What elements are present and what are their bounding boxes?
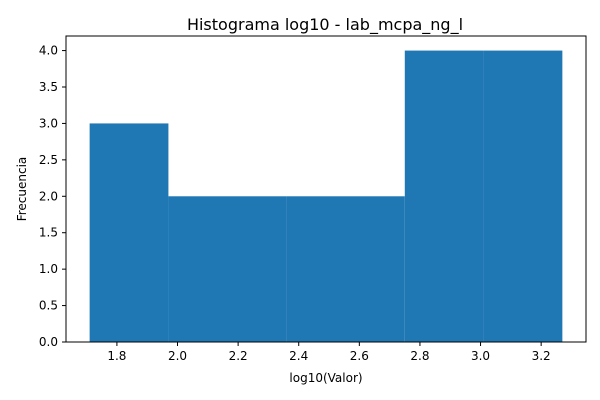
x-tick-label: 2.6	[350, 349, 369, 363]
plot-frame	[65, 35, 587, 343]
x-tick-label: 3.0	[471, 349, 490, 363]
y-tick-label: 3.0	[39, 116, 58, 130]
y-tick-label: 2.5	[39, 153, 58, 167]
histogram-bar-5	[483, 50, 563, 342]
x-axis-ticks: 1.8 2.0 2.2 2.4 2.6 2.8 3.0 3.2	[107, 342, 551, 363]
x-tick-label: 2.2	[229, 349, 248, 363]
y-tick-label: 2.0	[39, 189, 58, 203]
x-axis-label: log10(Valor)	[289, 371, 362, 385]
histogram-bar-4	[404, 50, 484, 342]
histogram-bar-1	[89, 123, 169, 342]
histogram-bar-2	[168, 196, 287, 342]
y-axis-label: Frecuencia	[15, 157, 29, 222]
y-tick-label: 1.5	[39, 226, 58, 240]
y-tick-label: 0.5	[39, 299, 58, 313]
y-tick-label: 0.0	[39, 335, 58, 349]
histogram-bar-3	[286, 196, 405, 342]
bars-group	[89, 50, 563, 342]
x-tick-label: 2.0	[168, 349, 187, 363]
chart-title: Histograma log10 - lab_mcpa_ng_l	[187, 15, 463, 35]
x-tick-label: 2.8	[410, 349, 429, 363]
y-tick-label: 1.0	[39, 262, 58, 276]
x-tick-label: 3.2	[532, 349, 551, 363]
y-tick-label: 3.5	[39, 80, 58, 94]
y-axis-ticks: 0.0 0.5 1.0 1.5 2.0 2.5 3.0 3.5 4.0	[39, 44, 66, 349]
x-tick-label: 2.4	[289, 349, 308, 363]
x-tick-label: 1.8	[107, 349, 126, 363]
y-tick-label: 4.0	[39, 44, 58, 58]
